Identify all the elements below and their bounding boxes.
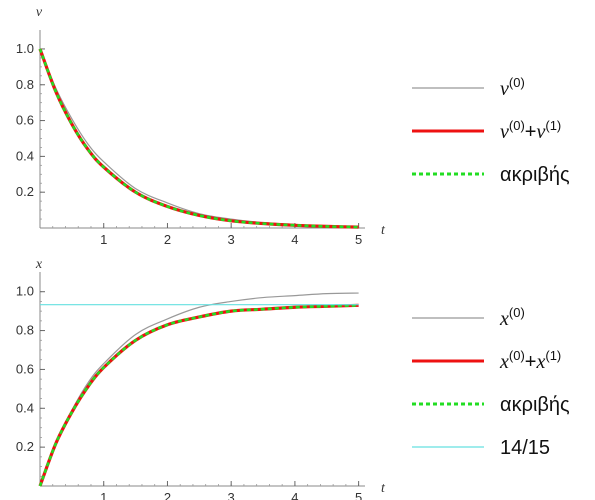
x-tick-label: 5	[355, 490, 362, 500]
legend-base: v	[500, 121, 509, 143]
legend-sup: (0)	[509, 75, 525, 90]
x-tick-label: 2	[164, 490, 171, 500]
bottom-position-chart: 1 2 3 4 5 0.2 0.4 0.6 0.8 1.0 t x	[16, 257, 386, 500]
legend-base-2: x	[535, 351, 545, 373]
legend-label-1: x(0)+x(1)	[499, 348, 561, 373]
y-tick-label: 1.0	[16, 41, 34, 56]
series-line-0	[39, 48, 359, 228]
legend-plus: +	[525, 351, 537, 373]
x-tick-label: 5	[355, 232, 362, 247]
legend-label-0: v(0)	[500, 75, 525, 100]
x-axis-label: t	[381, 223, 386, 238]
legend-sup-2: (1)	[545, 118, 561, 133]
legend-label-2: ακριβής	[500, 394, 570, 416]
x-tick-label: 1	[100, 490, 107, 500]
top-velocity-chart: 1 2 3 4 5 0.2 0.4 0.6 0.8 1.0 t v	[16, 5, 386, 247]
legend-sup: (0)	[509, 348, 525, 363]
x-axis-label: t	[381, 481, 386, 496]
legend-sup-2: (1)	[545, 348, 561, 363]
y-tick-label: 0.6	[16, 361, 34, 376]
x-tick-label: 4	[291, 232, 298, 247]
legend-sup: (0)	[509, 305, 525, 320]
legend-name: 14/15	[500, 437, 550, 459]
legend-label-0: x(0)	[499, 305, 525, 330]
x-tick-label: 3	[228, 490, 235, 500]
legend-plus: +	[525, 121, 537, 143]
top-legend: v(0)v(0)+v(1)ακριβής	[412, 75, 570, 186]
legend-sup: (0)	[509, 118, 525, 133]
y-tick-label: 0.2	[16, 184, 34, 199]
y-axis-label: v	[36, 5, 43, 20]
y-tick-label: 0.4	[16, 148, 34, 163]
y-tick-label: 1.0	[16, 284, 34, 299]
x-tick-label: 4	[291, 490, 298, 500]
x-tick-label: 3	[228, 232, 235, 247]
y-tick-label: 0.8	[16, 77, 34, 92]
x-tick-label: 1	[100, 232, 107, 247]
legend-name: ακριβής	[500, 164, 570, 186]
x-tick-label: 2	[164, 232, 171, 247]
y-tick-label: 0.8	[16, 323, 34, 338]
legend-base: x	[499, 351, 509, 373]
y-axis-label: x	[35, 257, 43, 272]
y-tick-label: 0.2	[16, 439, 34, 454]
legend-label-2: ακριβής	[500, 164, 570, 186]
legend-label-3: 14/15	[500, 437, 550, 459]
y-tick-label: 0.4	[16, 400, 34, 415]
series-line-1	[38, 303, 359, 487]
series-line-2	[38, 304, 359, 487]
legend-base: x	[499, 308, 509, 330]
legend-label-1: v(0)+v(1)	[500, 118, 561, 143]
legend-base: v	[500, 78, 509, 100]
series-line-2	[38, 48, 359, 229]
legend-base-2: v	[536, 121, 545, 143]
legend-name: ακριβής	[500, 394, 570, 416]
series-line-1	[38, 48, 359, 229]
y-tick-label: 0.6	[16, 113, 34, 128]
